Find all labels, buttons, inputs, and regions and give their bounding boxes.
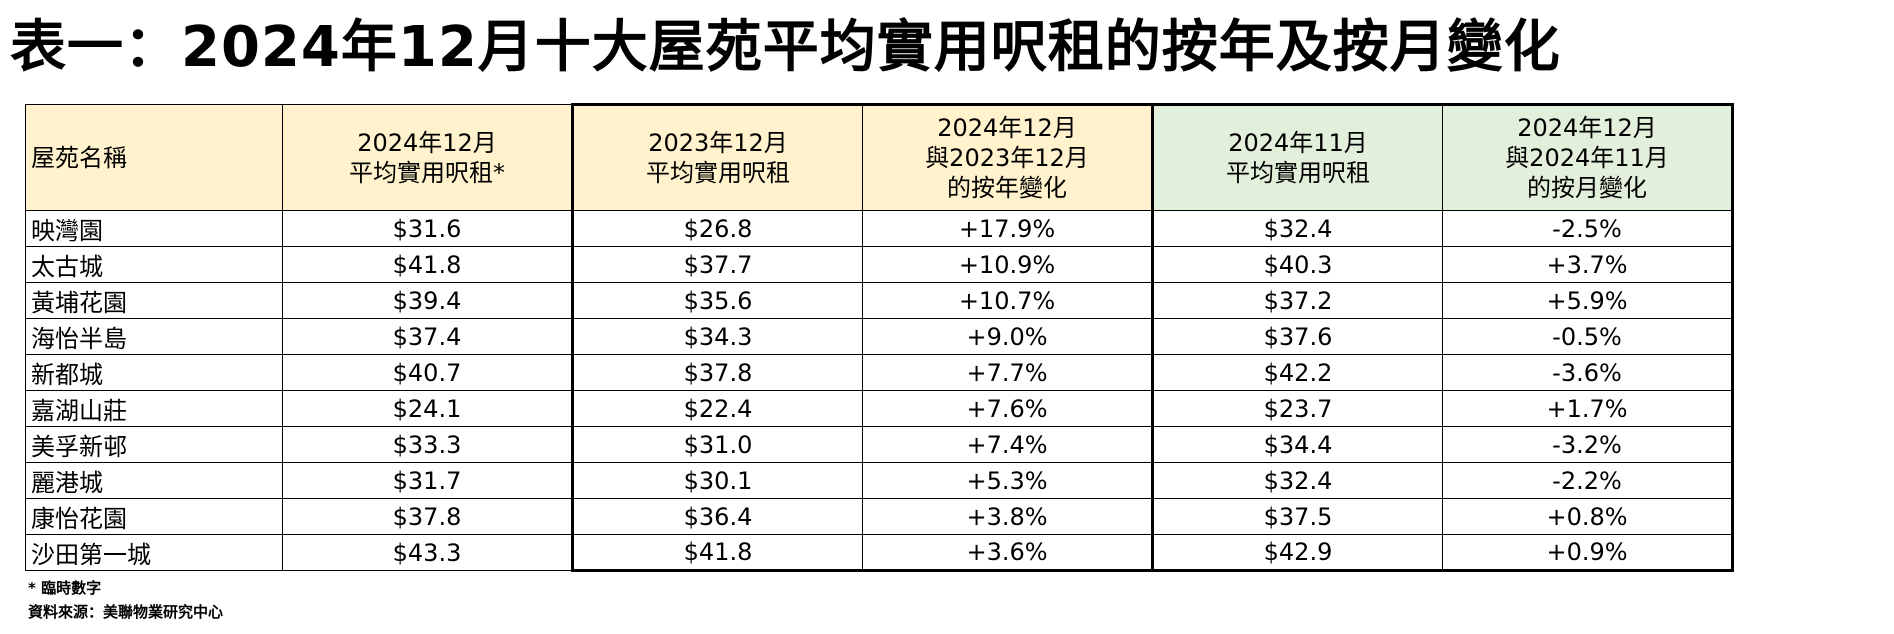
nov2024-rent-cell: $37.5 <box>1152 498 1443 535</box>
dec2023-rent-cell: $30.1 <box>571 462 863 499</box>
nov2024-rent-cell: $32.4 <box>1152 462 1443 499</box>
estate-name: 黃埔花園 <box>25 282 283 319</box>
dec2024-rent-cell: $41.8 <box>282 246 573 283</box>
mom-change-cell: -0.5% <box>1442 318 1734 355</box>
table-row: 映灣園 $31.6 $26.8 +17.9% $32.4 -2.5% <box>25 210 1734 247</box>
mom-change-cell: +0.9% <box>1442 534 1734 572</box>
mom-change-cell: -2.2% <box>1442 462 1734 499</box>
dec2023-rent-cell: $36.4 <box>571 498 863 535</box>
dec2023-rent-cell: $22.4 <box>571 390 863 427</box>
mom-change-cell: -3.6% <box>1442 354 1734 391</box>
mom-change-cell: -3.2% <box>1442 426 1734 463</box>
yoy-change-cell: +9.0% <box>862 318 1154 355</box>
dec2024-rent-cell: $31.7 <box>282 462 573 499</box>
dec2023-rent-cell: $31.0 <box>571 426 863 463</box>
dec2023-rent-cell: $35.6 <box>571 282 863 319</box>
yoy-change-cell: +10.9% <box>862 246 1154 283</box>
table-row: 海怡半島 $37.4 $34.3 +9.0% $37.6 -0.5% <box>25 318 1734 355</box>
mom-change-cell: +3.7% <box>1442 246 1734 283</box>
estate-name: 映灣園 <box>25 210 283 247</box>
dec2024-rent-cell: $40.7 <box>282 354 573 391</box>
yoy-change-cell: +10.7% <box>862 282 1154 319</box>
nov2024-rent-cell: $32.4 <box>1152 210 1443 247</box>
estate-name: 康怡花園 <box>25 498 283 535</box>
provisional-note: * 臨時數字 <box>28 579 102 597</box>
table-row: 沙田第一城 $43.3 $41.8 +3.6% $42.9 +0.9% <box>25 534 1734 572</box>
header-estate-name: 屋苑名稱 <box>25 104 283 211</box>
estate-name: 嘉湖山莊 <box>25 390 283 427</box>
nov2024-rent-cell: $34.4 <box>1152 426 1443 463</box>
table-row: 黃埔花園 $39.4 $35.6 +10.7% $37.2 +5.9% <box>25 282 1734 319</box>
dec2023-rent-cell: $34.3 <box>571 318 863 355</box>
dec2023-rent-cell: $26.8 <box>571 210 863 247</box>
header-yoy-change: 2024年12月 與2023年12月 的按年變化 <box>862 103 1154 211</box>
header-mom-change: 2024年12月 與2024年11月 的按月變化 <box>1442 103 1734 211</box>
estate-name: 海怡半島 <box>25 318 283 355</box>
mom-change-cell: +1.7% <box>1442 390 1734 427</box>
dec2024-rent-cell: $33.3 <box>282 426 573 463</box>
header-dec2023-rent: 2023年12月 平均實用呎租 <box>571 103 863 211</box>
yoy-change-cell: +7.6% <box>862 390 1154 427</box>
estate-name: 新都城 <box>25 354 283 391</box>
header-dec2024-rent: 2024年12月 平均實用呎租* <box>282 104 573 211</box>
yoy-change-cell: +17.9% <box>862 210 1154 247</box>
page-title: 表一：2024年12月十大屋苑平均實用呎租的按年及按月變化 <box>10 15 1561 80</box>
nov2024-rent-cell: $42.9 <box>1152 534 1443 572</box>
table-row: 美孚新邨 $33.3 $31.0 +7.4% $34.4 -3.2% <box>25 426 1734 463</box>
dec2024-rent-cell: $37.4 <box>282 318 573 355</box>
table-row: 麗港城 $31.7 $30.1 +5.3% $32.4 -2.2% <box>25 462 1734 499</box>
yoy-change-cell: +3.6% <box>862 534 1154 572</box>
nov2024-rent-cell: $42.2 <box>1152 354 1443 391</box>
header-nov2024-rent: 2024年11月 平均實用呎租 <box>1152 103 1443 211</box>
dec2023-rent-cell: $41.8 <box>571 534 863 572</box>
yoy-change-cell: +5.3% <box>862 462 1154 499</box>
dec2024-rent-cell: $39.4 <box>282 282 573 319</box>
estate-name: 麗港城 <box>25 462 283 499</box>
nov2024-rent-cell: $40.3 <box>1152 246 1443 283</box>
mom-change-cell: +5.9% <box>1442 282 1734 319</box>
dec2023-rent-cell: $37.7 <box>571 246 863 283</box>
nov2024-rent-cell: $37.6 <box>1152 318 1443 355</box>
dec2024-rent-cell: $37.8 <box>282 498 573 535</box>
footnotes: * 臨時數字 資料來源：美聯物業研究中心 <box>28 576 223 624</box>
table-row: 康怡花園 $37.8 $36.4 +3.8% $37.5 +0.8% <box>25 498 1734 535</box>
mom-change-cell: +0.8% <box>1442 498 1734 535</box>
estate-name: 太古城 <box>25 246 283 283</box>
yoy-change-cell: +7.7% <box>862 354 1154 391</box>
nov2024-rent-cell: $23.7 <box>1152 390 1443 427</box>
dec2024-rent-cell: $31.6 <box>282 210 573 247</box>
estate-name: 沙田第一城 <box>25 534 283 571</box>
yoy-change-cell: +7.4% <box>862 426 1154 463</box>
dec2023-rent-cell: $37.8 <box>571 354 863 391</box>
dec2024-rent-cell: $24.1 <box>282 390 573 427</box>
source-note: 資料來源：美聯物業研究中心 <box>28 603 224 621</box>
nov2024-rent-cell: $37.2 <box>1152 282 1443 319</box>
mom-change-cell: -2.5% <box>1442 210 1734 247</box>
dec2024-rent-cell: $43.3 <box>282 534 573 571</box>
table-header-row: 屋苑名稱 2024年12月 平均實用呎租* 2023年12月 平均實用呎租 20… <box>25 103 1734 211</box>
table-row: 太古城 $41.8 $37.7 +10.9% $40.3 +3.7% <box>25 246 1734 283</box>
table-row: 新都城 $40.7 $37.8 +7.7% $42.2 -3.6% <box>25 354 1734 391</box>
yoy-change-cell: +3.8% <box>862 498 1154 535</box>
table-row: 嘉湖山莊 $24.1 $22.4 +7.6% $23.7 +1.7% <box>25 390 1734 427</box>
estate-name: 美孚新邨 <box>25 426 283 463</box>
rent-table: 屋苑名稱 2024年12月 平均實用呎租* 2023年12月 平均實用呎租 20… <box>25 103 1734 572</box>
